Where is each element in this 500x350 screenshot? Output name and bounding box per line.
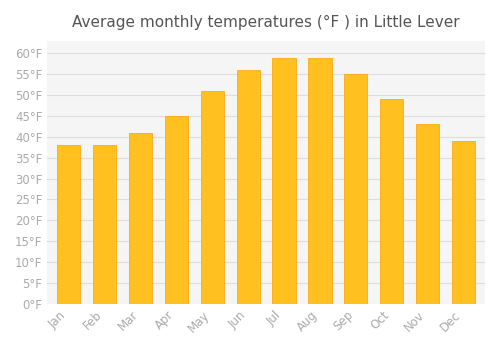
Bar — [57, 145, 80, 304]
Bar — [380, 99, 404, 304]
Bar — [129, 133, 152, 304]
Bar — [272, 58, 295, 304]
Bar — [308, 58, 332, 304]
Bar — [416, 124, 440, 304]
Bar — [200, 91, 224, 304]
Bar — [452, 141, 475, 304]
Bar — [165, 116, 188, 304]
Bar — [344, 74, 368, 304]
Bar — [93, 145, 116, 304]
Bar — [236, 70, 260, 304]
Title: Average monthly temperatures (°F ) in Little Lever: Average monthly temperatures (°F ) in Li… — [72, 15, 460, 30]
